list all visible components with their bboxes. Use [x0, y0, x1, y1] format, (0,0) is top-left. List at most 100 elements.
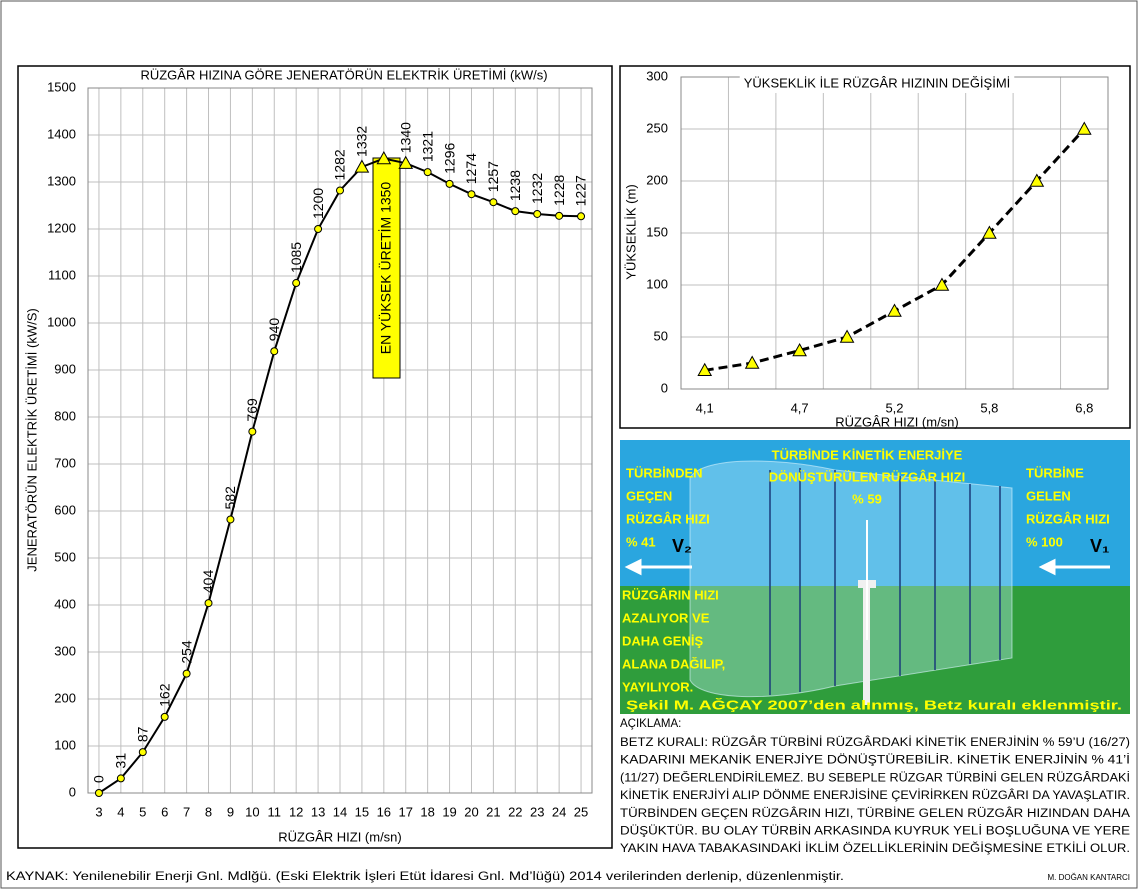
illustration-text: AZALIYOR VE — [622, 610, 710, 625]
x-tick-label: 14 — [333, 804, 347, 819]
author: M. DOĞAN KANTARCI — [1047, 873, 1130, 882]
y-axis-title: JENERATÖRÜN ELEKTRİK ÜRETİMİ (kW/S) — [24, 308, 39, 571]
data-label: 1296 — [441, 143, 457, 174]
illustration-text: ALANA DAĞILIP, — [622, 656, 725, 671]
y-tick-label: 250 — [646, 120, 668, 135]
data-label: 1340 — [397, 122, 413, 153]
explanation-line: KİNETİK ENERJİYİ ALIP DÖNME ENERJİSİNE Ç… — [620, 789, 1130, 802]
data-label: 1232 — [529, 173, 545, 204]
marker — [293, 280, 300, 287]
x-tick-label: 18 — [420, 804, 434, 819]
x-tick-label: 8 — [205, 804, 212, 819]
y-tick-label: 1100 — [48, 267, 76, 282]
x-axis-title: RÜZGÂR HIZI (m/sn) — [835, 414, 959, 429]
x-tick-label: 21 — [486, 804, 500, 819]
marker — [249, 428, 256, 435]
x-tick-label: 20 — [464, 804, 478, 819]
data-label: 0 — [91, 775, 107, 783]
x-axis-title: RÜZGÂR HIZI (m/sn) — [278, 829, 402, 844]
marker — [446, 180, 453, 187]
data-label: 1228 — [551, 174, 567, 205]
chart-title: RÜZGÂR HIZINA GÖRE JENERATÖRÜN ELEKTRİK … — [140, 67, 547, 82]
x-tick-label: 12 — [289, 804, 303, 819]
y-axis-title: YÜKSEKLİK (m) — [623, 184, 638, 279]
data-label: 1257 — [485, 161, 501, 192]
data-label: 1085 — [288, 242, 304, 273]
x-tick-label: 16 — [377, 804, 391, 819]
marker — [183, 670, 190, 677]
data-label: 1282 — [332, 149, 348, 180]
y-tick-label: 300 — [646, 68, 668, 83]
x-tick-label: 10 — [245, 804, 259, 819]
chart-title: YÜKSEKLİK İLE RÜZGÂR HIZININ DEĞİŞİMİ — [744, 75, 1011, 90]
y-tick-label: 800 — [54, 408, 76, 423]
x-tick-label: 17 — [399, 804, 413, 819]
illustration-text: DAHA GENİŞ — [622, 633, 703, 648]
x-tick-label: 25 — [574, 804, 588, 819]
annotation: EN YÜKSEK ÜRETİM 1350 — [377, 182, 394, 355]
marker — [117, 775, 124, 782]
marker — [139, 749, 146, 756]
y-tick-label: 0 — [661, 380, 668, 395]
x-tick-label: 19 — [442, 804, 456, 819]
x-tick-label: 6 — [161, 804, 168, 819]
x-tick-label: 7 — [183, 804, 190, 819]
data-label: 1332 — [354, 126, 370, 157]
y-tick-label: 300 — [54, 643, 76, 658]
illustration-text: RÜZGÂRIN HIZI — [622, 587, 719, 602]
source: KAYNAK: Yenilenebilir Enerji Gnl. Mdlğü.… — [6, 870, 844, 883]
x-tick-label: 22 — [508, 804, 522, 819]
x-tick-label: 11 — [268, 804, 282, 819]
data-label: 940 — [266, 318, 282, 342]
data-label: 582 — [222, 486, 238, 510]
figure: 0100200300400500600700800900100011001200… — [0, 0, 1138, 889]
marker — [161, 713, 168, 720]
explanation-line: BETZ KURALI: RÜZGÂR TÜRBİNİ RÜZGÂRDAKİ K… — [620, 736, 1130, 749]
y-tick-label: 100 — [54, 737, 76, 752]
data-label: 769 — [244, 398, 260, 422]
explanation-line: KADARINI MEKANİK ENERJİYE DÖNÜŞTÜREBİLİR… — [620, 754, 1130, 767]
y-tick-label: 1400 — [47, 126, 76, 141]
data-label: 404 — [200, 570, 216, 594]
x-tick-label: 5 — [139, 804, 146, 819]
data-label: 162 — [156, 683, 172, 707]
data-label: 1321 — [419, 131, 435, 162]
y-tick-label: 500 — [54, 549, 76, 564]
marker — [337, 187, 344, 194]
illustration-text: TÜRBİNDEN — [626, 465, 703, 480]
page: {"chart_data": [ {"type": "line", "title… — [0, 0, 1138, 889]
illustration-text: YAYILIYOR. — [622, 679, 693, 694]
data-label: 87 — [134, 726, 150, 742]
marker — [556, 212, 563, 219]
explanation-line: TÜRBİNDEN GEÇEN RÜZGÂRIN HIZI, TÜRBİNE G… — [620, 807, 1130, 820]
y-tick-label: 1300 — [47, 173, 76, 188]
x-tick-label: 6,8 — [1075, 400, 1093, 415]
illustration-text: TÜRBİNE — [1026, 465, 1084, 480]
y-tick-label: 100 — [646, 276, 668, 291]
chart-frame — [620, 66, 1130, 428]
illustration-text: % 41 — [626, 534, 656, 549]
symbol: V₁ — [1090, 536, 1109, 556]
y-tick-label: 400 — [54, 596, 76, 611]
x-tick-label: 13 — [311, 804, 325, 819]
marker — [490, 199, 497, 206]
data-label: 1238 — [507, 170, 523, 201]
x-tick-label: 4 — [117, 804, 124, 819]
data-label: 1274 — [463, 153, 479, 184]
y-tick-label: 200 — [646, 172, 668, 187]
illustration-text: TÜRBİNDE KİNETİK ENERJİYE — [772, 447, 963, 462]
marker — [95, 790, 102, 797]
illustration-text: DÖNÜŞTÜRÜLEN RÜZGÂR HIZI — [769, 469, 965, 484]
y-tick-label: 1200 — [47, 220, 76, 235]
data-label: 1227 — [573, 175, 589, 206]
marker — [227, 516, 234, 523]
y-tick-label: 700 — [54, 455, 76, 470]
explanation-heading: AÇIKLAMA: — [620, 718, 681, 730]
illustration-credit: Şekil M. AĞÇAY 2007’den alınmış, Betz ku… — [626, 697, 1122, 712]
marker — [578, 213, 585, 220]
y-tick-label: 50 — [654, 328, 668, 343]
x-tick-label: 3 — [95, 804, 102, 819]
marker — [468, 191, 475, 198]
explanation-line: YAKIN HAVA TABAKASINDAKİ İKLİM ÖZELLİKLE… — [620, 842, 1130, 855]
illustration-text: GEÇEN — [626, 488, 672, 503]
